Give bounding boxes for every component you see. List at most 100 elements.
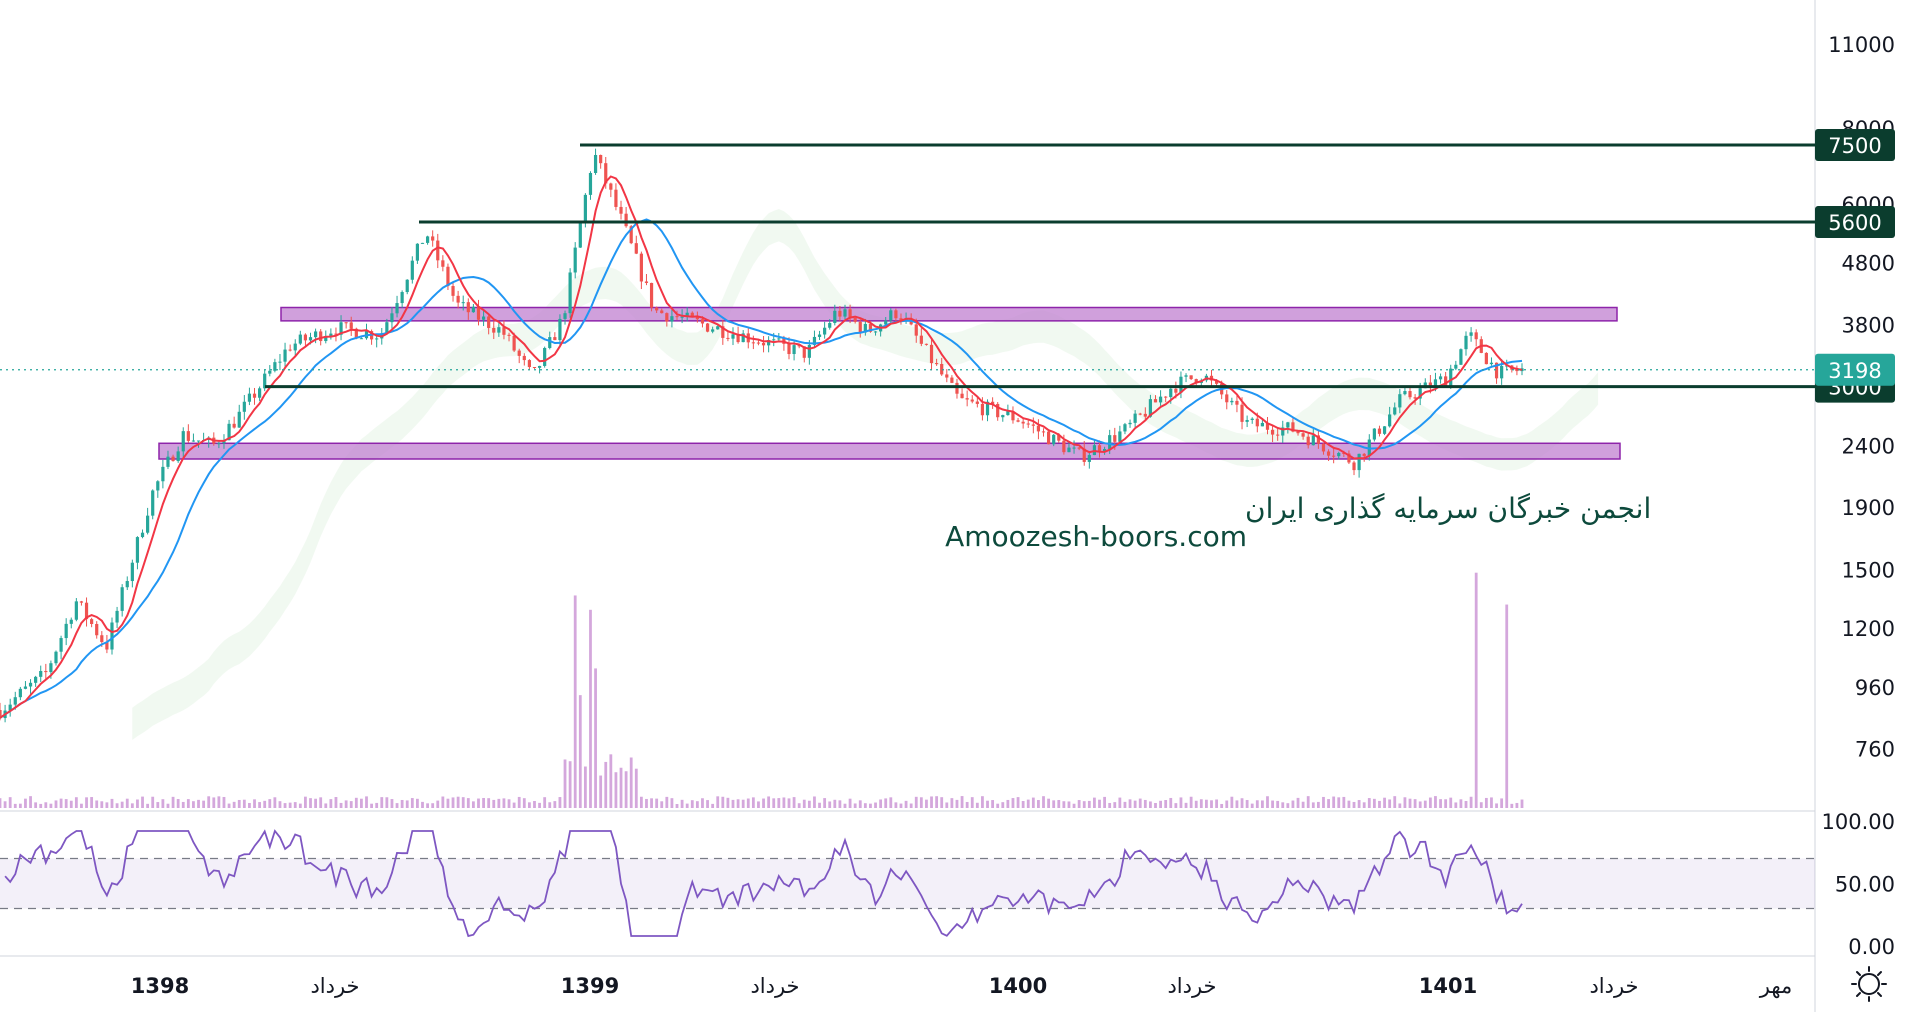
candle-body <box>385 322 389 334</box>
volume-bar <box>792 797 796 808</box>
rsi-axis[interactable]: 100.00 50.00 0.00 <box>1822 810 1895 959</box>
volume-bar <box>166 803 170 808</box>
volume-bar <box>919 797 923 808</box>
candle-body <box>700 319 705 324</box>
volume-bar <box>268 799 272 808</box>
volume-bar <box>395 803 399 808</box>
candle-body <box>573 247 577 273</box>
volume-bar <box>278 801 282 808</box>
volume-bar <box>731 799 735 808</box>
volume-bar <box>1322 796 1325 808</box>
volume-bar <box>39 803 43 808</box>
candle-body <box>1301 433 1305 437</box>
volume-bar <box>115 803 119 808</box>
sun-gear-icon[interactable] <box>1851 966 1887 1002</box>
volume-bar <box>594 668 597 808</box>
volume-bar <box>1271 800 1274 808</box>
candle-body <box>395 303 399 314</box>
candle-body <box>273 362 277 371</box>
volume-bar <box>1220 803 1224 808</box>
candle-body <box>751 342 755 344</box>
volume-bar <box>701 798 704 808</box>
candle-body <box>1515 369 1519 372</box>
time-axis[interactable]: 1398 خرداد 1399 خرداد 1400 خرداد 1401 خرداد مهر <box>131 974 1792 998</box>
candle-body <box>1306 436 1310 446</box>
volume-bar <box>248 802 251 808</box>
candle-body <box>69 619 73 624</box>
time-tick-label: خرداد <box>310 974 359 998</box>
volume-bar <box>1469 796 1473 808</box>
volume-bar <box>1500 798 1504 808</box>
candle-body <box>761 342 766 346</box>
volume-bar <box>222 796 226 808</box>
candle-body <box>807 344 811 358</box>
candle-body <box>0 710 2 719</box>
volume-bar <box>1031 797 1035 808</box>
candle-body <box>227 423 231 441</box>
volume-bar <box>24 798 27 808</box>
candle-body <box>268 370 272 374</box>
candle-body <box>278 361 282 363</box>
volume-bar <box>1093 797 1096 808</box>
candle-body <box>1041 431 1046 433</box>
candle-body <box>517 350 521 356</box>
volume-bar <box>828 801 832 808</box>
volume-bar <box>29 796 32 808</box>
candle-body <box>527 360 531 368</box>
volume-bar <box>1408 798 1412 808</box>
candle-body <box>1052 434 1056 445</box>
volume-bar <box>1118 797 1122 808</box>
volume-bar <box>726 797 730 808</box>
volume-bar <box>477 798 480 808</box>
candle-body <box>1352 462 1356 471</box>
candle-body <box>502 327 506 335</box>
candle-body <box>105 642 109 650</box>
candle-body <box>415 243 420 261</box>
candle-body <box>1418 388 1422 399</box>
candle-body <box>354 328 358 339</box>
candle-body <box>1021 421 1025 424</box>
candle-body <box>1097 445 1102 452</box>
volume-bar <box>1174 803 1178 808</box>
candle-body <box>996 403 1000 418</box>
volume-bar <box>146 803 150 808</box>
candle-body <box>604 163 608 184</box>
ma-fast-line <box>0 175 1523 719</box>
candle-body <box>711 329 715 332</box>
candle-body <box>1148 399 1153 417</box>
volume-bar <box>1337 797 1341 808</box>
candle-body <box>1398 394 1402 408</box>
candle-body <box>644 281 649 283</box>
volume-bar <box>1490 797 1493 808</box>
volume-bar <box>125 798 129 808</box>
candle-body <box>1235 400 1239 405</box>
candle-body <box>609 183 613 190</box>
volume-bar <box>242 799 246 808</box>
volume-bar <box>996 803 1000 808</box>
rsi-tick-label: 100.00 <box>1822 810 1895 834</box>
volume-bar <box>1052 800 1056 808</box>
rsi-tick-label: 50.00 <box>1835 873 1895 897</box>
candle-body <box>196 440 201 442</box>
candle-body <box>1337 452 1341 457</box>
candle-body <box>298 334 302 344</box>
last-price-tag: 3198 <box>1815 353 1895 386</box>
candle-body <box>135 537 140 563</box>
volume-bar <box>874 802 877 808</box>
candle-body <box>1311 435 1315 446</box>
volume-bar <box>466 798 470 808</box>
candle-body <box>405 279 409 293</box>
candle-body <box>125 581 129 588</box>
volume-bar <box>558 797 562 808</box>
candle-body <box>28 682 33 687</box>
volume-bar <box>975 802 979 808</box>
volume-bar <box>18 803 22 808</box>
ma-slow-line <box>0 218 1523 719</box>
volume-bar <box>263 800 267 808</box>
volume-bar <box>69 800 73 808</box>
candle-body <box>1158 396 1163 403</box>
price-tick-label: 1900 <box>1842 496 1895 520</box>
